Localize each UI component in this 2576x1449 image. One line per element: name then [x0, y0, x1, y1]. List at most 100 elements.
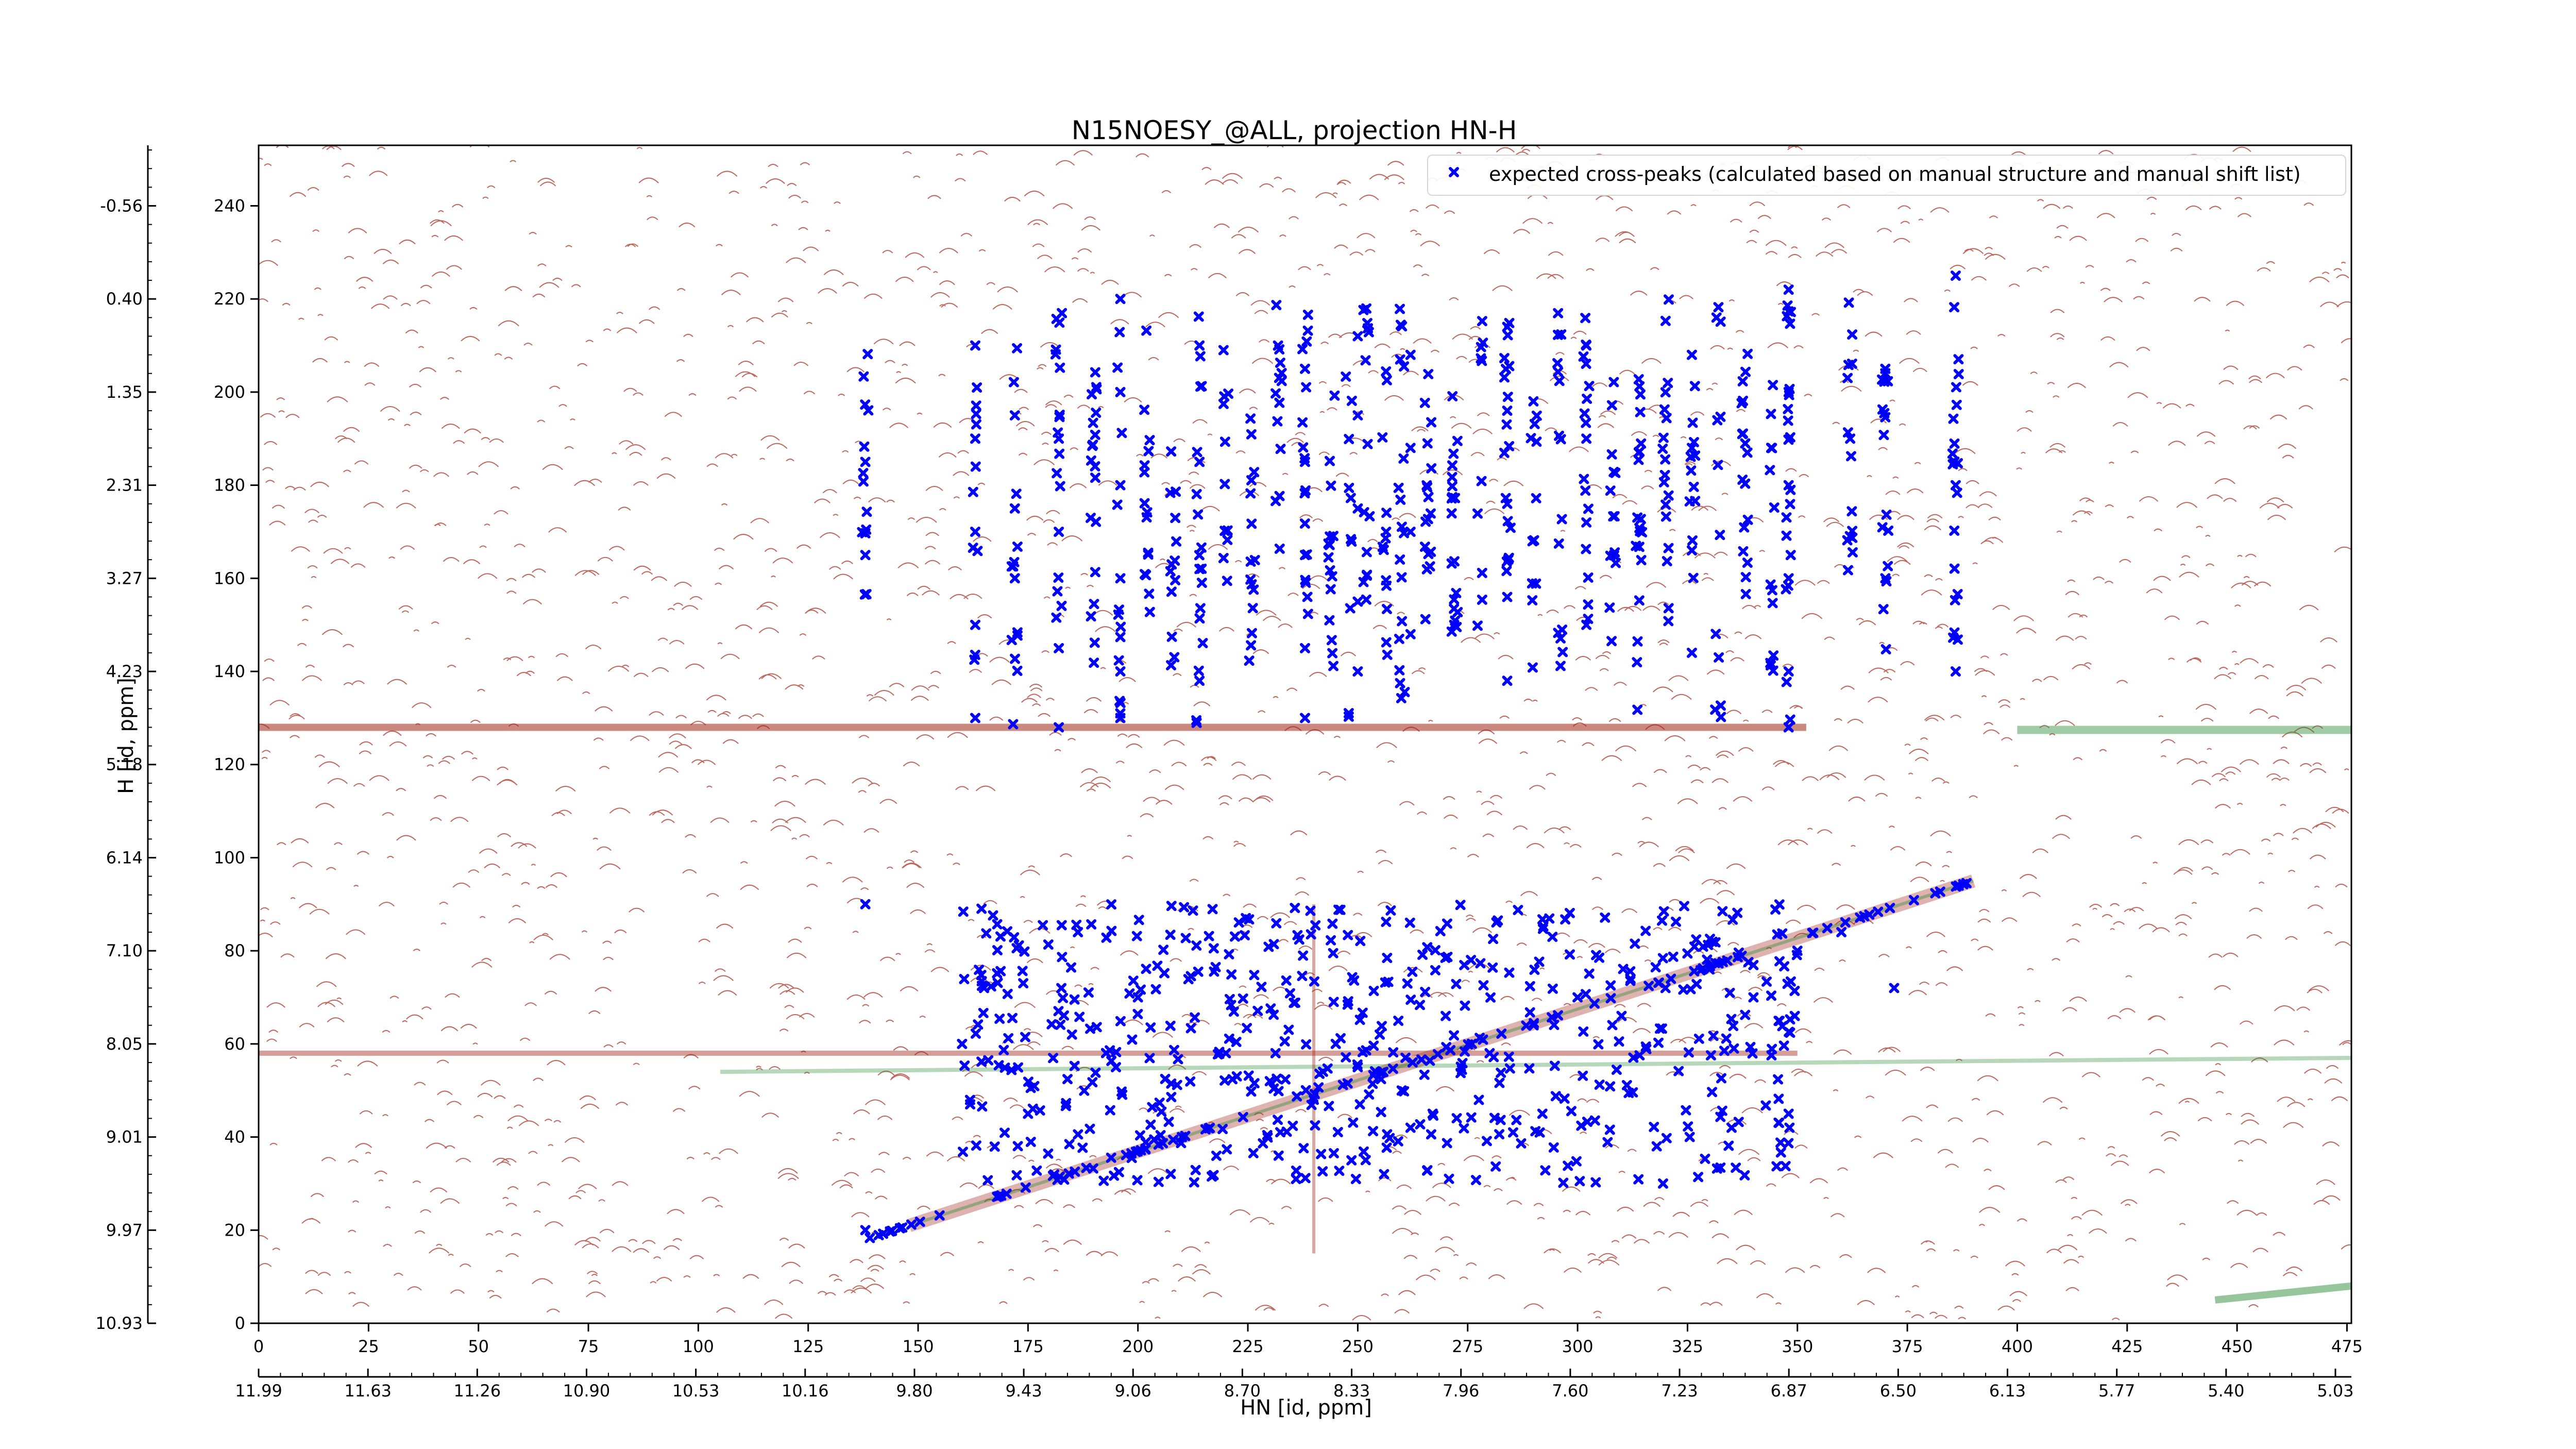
- cross-peak-marker: [1361, 594, 1371, 605]
- cross-peak-marker: [1583, 503, 1594, 514]
- cross-peak-marker: [1343, 707, 1354, 718]
- cross-peak-marker: [1950, 480, 1961, 491]
- cross-peak-marker: [971, 419, 981, 430]
- cross-peak-marker: [1139, 498, 1150, 509]
- cross-peak-marker: [1581, 517, 1592, 528]
- cross-peak-marker: [970, 433, 980, 444]
- cross-peak-marker: [1233, 917, 1244, 928]
- cross-peak-marker: [1446, 558, 1457, 569]
- y-index-tick-label: 0: [235, 1313, 245, 1333]
- cross-peak-marker: [1317, 1166, 1328, 1177]
- x-ppm-tick-label: 11.26: [454, 1381, 501, 1401]
- cross-peak-marker: [1217, 1124, 1228, 1135]
- cross-peak-marker: [1700, 1153, 1710, 1164]
- x-ppm-tick-label: 5.03: [2317, 1381, 2353, 1401]
- cross-peak-marker: [1207, 904, 1218, 915]
- cross-peak-marker: [1144, 435, 1155, 446]
- cross-peak-marker: [1281, 975, 1292, 986]
- cross-peak-marker: [1302, 609, 1313, 619]
- cross-peak-marker: [1499, 352, 1510, 363]
- x-index-tick-label: 400: [2002, 1337, 2033, 1356]
- cross-peak-marker: [1716, 1073, 1726, 1084]
- cross-peak-marker: [1953, 368, 1964, 379]
- cross-peak-marker: [1274, 543, 1285, 554]
- cross-peak-marker: [1245, 488, 1256, 499]
- cross-peak-marker: [1705, 1050, 1716, 1060]
- cross-peak-marker: [1048, 1053, 1059, 1064]
- cross-peak-marker: [1054, 433, 1064, 444]
- cross-peak-marker: [1159, 968, 1170, 979]
- cross-peak-marker: [1527, 662, 1538, 673]
- diagonal-marker: [1718, 956, 1728, 967]
- cross-peak-marker: [863, 405, 874, 416]
- cross-peak-marker: [1516, 1138, 1527, 1149]
- cross-peak-marker: [1141, 512, 1152, 523]
- cross-peak-marker: [998, 1044, 1009, 1055]
- cross-peak-marker: [1381, 603, 1392, 614]
- cross-peak-marker: [1188, 905, 1198, 916]
- cross-peak-marker: [1632, 512, 1643, 523]
- cross-peak-marker: [1145, 1022, 1156, 1033]
- cross-peak-marker: [1057, 952, 1067, 963]
- cross-peak-marker: [972, 382, 982, 393]
- cross-peak-marker: [1185, 1023, 1196, 1034]
- cross-peak-marker: [1396, 693, 1406, 703]
- cross-peak-marker: [1352, 331, 1363, 342]
- x-ppm-tick-label: 9.80: [896, 1381, 933, 1401]
- cross-peak-marker: [1328, 661, 1339, 671]
- cross-peak-marker: [1367, 1079, 1378, 1089]
- cross-peak-marker: [1578, 1026, 1589, 1037]
- cross-peak-marker: [1191, 940, 1202, 951]
- cross-peak-marker: [1947, 448, 1958, 459]
- cross-peak-marker: [1144, 588, 1155, 599]
- diagonal-marker: [914, 1217, 925, 1227]
- cross-peak-marker: [1193, 311, 1204, 322]
- cross-peak-marker: [1326, 480, 1336, 491]
- cross-peak-marker: [1712, 415, 1723, 426]
- cross-peak-marker: [1249, 467, 1260, 478]
- cross-peak-marker: [1246, 628, 1257, 638]
- cross-peak-marker: [1056, 983, 1067, 993]
- y-index-tick-label: 80: [224, 941, 245, 961]
- cross-peak-marker: [1534, 956, 1545, 967]
- cross-peak-marker: [1549, 1060, 1560, 1071]
- cross-peak-marker: [1141, 325, 1152, 336]
- cross-peak-marker: [1079, 1085, 1090, 1096]
- cross-peak-marker: [1419, 1069, 1430, 1080]
- cross-peak-marker: [1660, 454, 1671, 465]
- cross-peak-marker: [1738, 428, 1749, 439]
- cross-peak-marker: [1782, 311, 1792, 322]
- cross-peak-marker: [1507, 1127, 1518, 1138]
- cross-peak-marker: [1845, 433, 1856, 444]
- cross-peak-marker: [1686, 349, 1697, 360]
- cross-peak-marker: [1375, 1029, 1385, 1040]
- cross-peak-marker: [1114, 696, 1125, 706]
- cross-peak-marker: [1128, 975, 1139, 986]
- cross-peak-marker: [1495, 1115, 1506, 1125]
- cross-peak-marker: [1290, 997, 1300, 1008]
- cross-peak-marker: [1504, 361, 1515, 372]
- cross-peak-marker: [1195, 351, 1206, 362]
- cross-peak-marker: [1326, 635, 1337, 646]
- y-ppm-tick-label: 10.93: [95, 1313, 143, 1333]
- cross-peak-marker: [1038, 920, 1048, 931]
- cross-peak-marker: [1653, 1037, 1664, 1048]
- cross-peak-marker: [1064, 1139, 1075, 1150]
- cross-peak-marker: [1268, 1083, 1279, 1094]
- cross-peak-marker: [1481, 1136, 1492, 1147]
- cross-peak-marker: [1379, 1169, 1389, 1180]
- cross-peak-marker: [1717, 906, 1728, 917]
- cross-peak-marker: [1658, 906, 1669, 917]
- cross-peak-marker: [1334, 1166, 1345, 1176]
- cross-peak-marker: [1009, 557, 1020, 567]
- cross-peak-marker: [1415, 1119, 1426, 1130]
- cross-peak-marker: [1774, 956, 1785, 967]
- cross-peak-marker: [1524, 1063, 1535, 1074]
- cross-peak-marker: [1055, 481, 1065, 492]
- cross-peak-marker: [1194, 457, 1205, 467]
- cross-peak-marker: [1227, 1074, 1238, 1085]
- cross-peak-marker: [979, 983, 990, 993]
- cross-peak-marker: [1778, 1040, 1789, 1051]
- cross-peak-marker: [1430, 965, 1440, 975]
- cross-peak-marker: [1605, 1081, 1616, 1092]
